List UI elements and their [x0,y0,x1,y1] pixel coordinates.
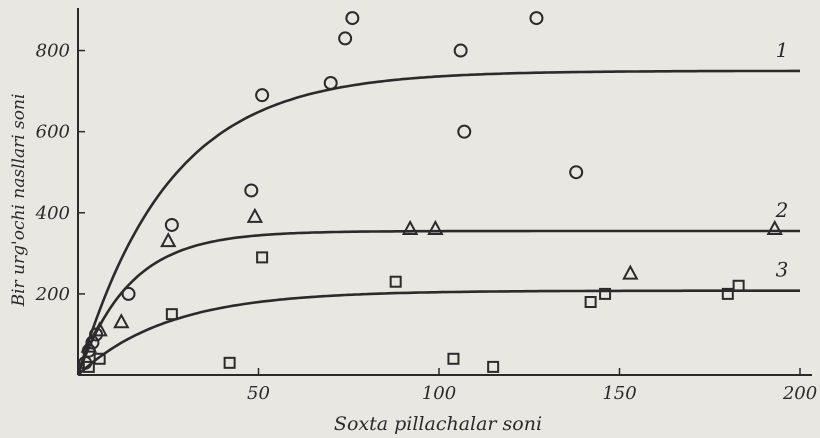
y-tick-label: 200 [35,284,70,305]
x-tick-label: 50 [247,383,270,404]
square-point [732,279,745,292]
triangle-point [622,264,639,280]
curve-3 [77,289,800,376]
triangle-point [91,321,108,337]
circle-point [121,286,136,301]
data-points [78,11,783,373]
x-tick-label: 150 [602,383,636,404]
triangle-point [766,219,783,235]
curve-label-1: 1 [776,38,789,62]
square-point [165,308,178,321]
square-point [599,287,612,300]
triangle-point [246,207,264,223]
circle-point [323,76,338,90]
circle-point [244,183,259,198]
x-axis-label: Soxta pillachalar soni [334,413,542,435]
triangle-point [80,337,98,353]
curve-1 [76,69,800,376]
y-tick-label: 400 [35,203,70,224]
triangle-point [113,313,130,329]
square-point [93,352,106,365]
circle-point [255,88,270,103]
square-point [584,296,597,308]
triangle-point [401,219,419,235]
curve-label-2: 2 [775,198,789,222]
circle-point [453,43,468,58]
axes: 50 100 150 200 200 400 600 800 [35,8,817,404]
y-axis-label: Bir urg'ochi nasllari soni [9,94,29,308]
circle-point [529,11,544,26]
square-point [721,287,734,300]
triangle-point [160,232,177,248]
square-point [447,352,460,365]
circle-point [569,165,584,180]
square-point [487,360,500,373]
square-point [389,275,402,288]
y-tick-label: 800 [36,41,70,62]
circle-point [457,124,472,139]
square-point [256,251,269,264]
y-tick-label: 600 [36,122,70,143]
circle-point [345,11,360,26]
circle-point [164,217,179,232]
curve-label-3: 3 [776,258,789,282]
axis-labels: Soxta pillachalar soni Bir urg'ochi nasl… [9,94,542,435]
circle-point [338,31,353,46]
square-point [223,356,236,369]
x-tick-label: 100 [422,383,456,404]
curve-2 [76,229,800,376]
fitted-curves: 1 2 3 [76,38,800,376]
square-point [82,360,95,373]
triangle-point [427,219,444,235]
x-tick-label: 200 [782,383,817,404]
